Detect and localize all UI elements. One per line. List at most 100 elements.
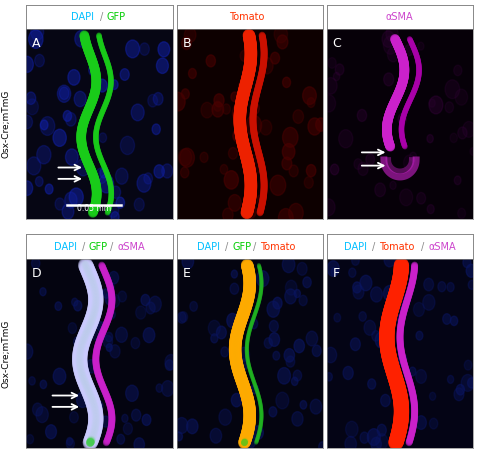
Circle shape xyxy=(178,149,192,166)
Text: αSMA: αSMA xyxy=(386,12,413,22)
Circle shape xyxy=(182,254,194,269)
Circle shape xyxy=(97,322,104,332)
Circle shape xyxy=(35,54,44,67)
Circle shape xyxy=(455,89,467,105)
Circle shape xyxy=(37,145,51,164)
Circle shape xyxy=(224,171,239,189)
Circle shape xyxy=(26,99,38,115)
Circle shape xyxy=(260,58,273,74)
Circle shape xyxy=(180,312,188,322)
Text: DAPI: DAPI xyxy=(344,242,367,252)
Circle shape xyxy=(131,337,140,349)
Circle shape xyxy=(423,294,435,310)
Circle shape xyxy=(364,320,376,335)
Circle shape xyxy=(447,376,454,383)
Circle shape xyxy=(95,168,107,183)
Circle shape xyxy=(106,344,112,352)
Circle shape xyxy=(156,384,163,392)
Circle shape xyxy=(458,127,467,139)
Circle shape xyxy=(289,203,303,222)
Circle shape xyxy=(103,336,113,347)
Circle shape xyxy=(53,129,66,146)
Circle shape xyxy=(461,375,474,391)
Circle shape xyxy=(445,80,460,99)
Circle shape xyxy=(103,289,110,298)
Circle shape xyxy=(131,104,144,121)
Circle shape xyxy=(89,64,98,76)
Circle shape xyxy=(463,121,475,137)
Circle shape xyxy=(273,352,280,360)
Circle shape xyxy=(335,64,344,75)
Circle shape xyxy=(68,70,80,85)
Circle shape xyxy=(307,97,315,107)
Circle shape xyxy=(162,164,173,178)
Circle shape xyxy=(251,385,258,394)
Circle shape xyxy=(171,92,185,111)
Circle shape xyxy=(359,312,366,321)
Circle shape xyxy=(99,174,114,193)
Circle shape xyxy=(105,333,113,342)
Circle shape xyxy=(257,195,265,204)
Circle shape xyxy=(450,316,458,326)
Circle shape xyxy=(450,133,457,143)
Circle shape xyxy=(65,192,77,208)
Circle shape xyxy=(264,338,272,348)
Text: /: / xyxy=(82,242,85,252)
Circle shape xyxy=(368,379,376,389)
Circle shape xyxy=(21,344,33,359)
Text: αSMA: αSMA xyxy=(117,242,145,252)
Circle shape xyxy=(322,199,335,216)
Circle shape xyxy=(26,434,33,444)
Circle shape xyxy=(31,24,43,40)
Circle shape xyxy=(429,96,443,114)
Circle shape xyxy=(158,42,170,57)
Circle shape xyxy=(65,149,78,165)
Circle shape xyxy=(371,437,381,451)
Circle shape xyxy=(140,43,149,55)
Circle shape xyxy=(32,258,40,269)
Circle shape xyxy=(456,385,465,395)
Circle shape xyxy=(57,85,71,102)
Circle shape xyxy=(400,189,413,206)
Circle shape xyxy=(117,434,125,444)
Circle shape xyxy=(123,423,132,434)
Text: /: / xyxy=(110,242,113,252)
Circle shape xyxy=(66,439,75,449)
Circle shape xyxy=(156,58,168,73)
Circle shape xyxy=(190,301,197,311)
Circle shape xyxy=(126,40,140,58)
Circle shape xyxy=(416,331,423,340)
Circle shape xyxy=(137,174,151,192)
Circle shape xyxy=(269,407,277,417)
Text: GFP: GFP xyxy=(89,242,108,252)
Circle shape xyxy=(360,432,369,443)
Circle shape xyxy=(322,95,336,112)
Circle shape xyxy=(40,288,46,296)
Circle shape xyxy=(326,372,332,381)
Circle shape xyxy=(120,69,129,80)
Circle shape xyxy=(111,186,120,198)
Circle shape xyxy=(292,377,298,386)
Circle shape xyxy=(284,348,294,362)
Circle shape xyxy=(269,333,280,347)
Circle shape xyxy=(217,326,227,339)
Circle shape xyxy=(107,202,119,217)
Circle shape xyxy=(165,360,174,371)
Circle shape xyxy=(464,360,472,370)
Circle shape xyxy=(29,377,35,385)
Circle shape xyxy=(116,327,128,342)
Circle shape xyxy=(239,347,250,361)
Circle shape xyxy=(343,366,353,380)
Circle shape xyxy=(443,313,451,324)
Circle shape xyxy=(116,168,128,184)
Circle shape xyxy=(241,311,249,320)
Circle shape xyxy=(149,296,161,312)
Circle shape xyxy=(68,323,76,333)
Circle shape xyxy=(250,102,260,114)
Circle shape xyxy=(303,87,316,105)
Circle shape xyxy=(427,135,433,143)
Circle shape xyxy=(350,338,360,351)
Circle shape xyxy=(45,425,56,439)
Circle shape xyxy=(245,203,256,219)
Circle shape xyxy=(185,27,196,42)
